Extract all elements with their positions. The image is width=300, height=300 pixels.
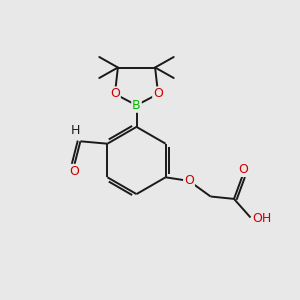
Text: O: O [238,163,248,176]
Text: O: O [153,87,163,101]
Text: O: O [70,165,79,178]
Text: B: B [132,99,141,112]
Text: H: H [71,124,81,137]
Text: O: O [110,87,120,101]
Text: O: O [184,174,194,188]
Text: OH: OH [252,212,272,226]
